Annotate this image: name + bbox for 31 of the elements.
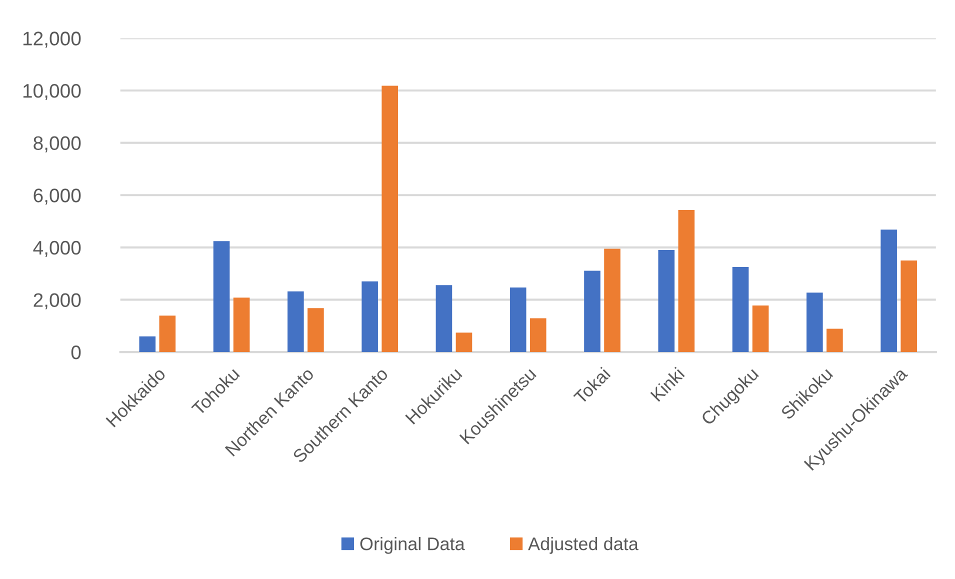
y-tick-label: 0 [71, 346, 81, 360]
bar [752, 305, 769, 352]
bar [678, 210, 695, 352]
bar [213, 241, 230, 352]
y-tick-label: 2,000 [34, 293, 81, 310]
bar [510, 287, 526, 352]
bar [880, 230, 897, 352]
y-tick-label: 6,000 [34, 188, 81, 205]
bar [288, 291, 304, 352]
bar [382, 86, 398, 352]
bar [436, 285, 452, 352]
bar [139, 336, 156, 352]
bar [732, 267, 749, 352]
bar [658, 250, 675, 352]
bar [308, 308, 324, 352]
bar [456, 332, 472, 352]
legend-label: Original Data [360, 537, 465, 554]
bar [604, 248, 620, 352]
bar [826, 328, 843, 352]
y-tick-label: 10,000 [23, 84, 81, 100]
bar [233, 298, 250, 352]
y-tick-label: 12,000 [23, 32, 81, 48]
bar [806, 292, 823, 352]
bar [362, 281, 378, 352]
legend-label: Adjusted data [528, 537, 638, 554]
y-tick-label: 8,000 [34, 136, 81, 152]
bar [900, 260, 917, 352]
bar [159, 316, 176, 352]
bar [530, 318, 546, 352]
bar [584, 270, 600, 352]
y-tick-label: 4,000 [33, 240, 81, 257]
